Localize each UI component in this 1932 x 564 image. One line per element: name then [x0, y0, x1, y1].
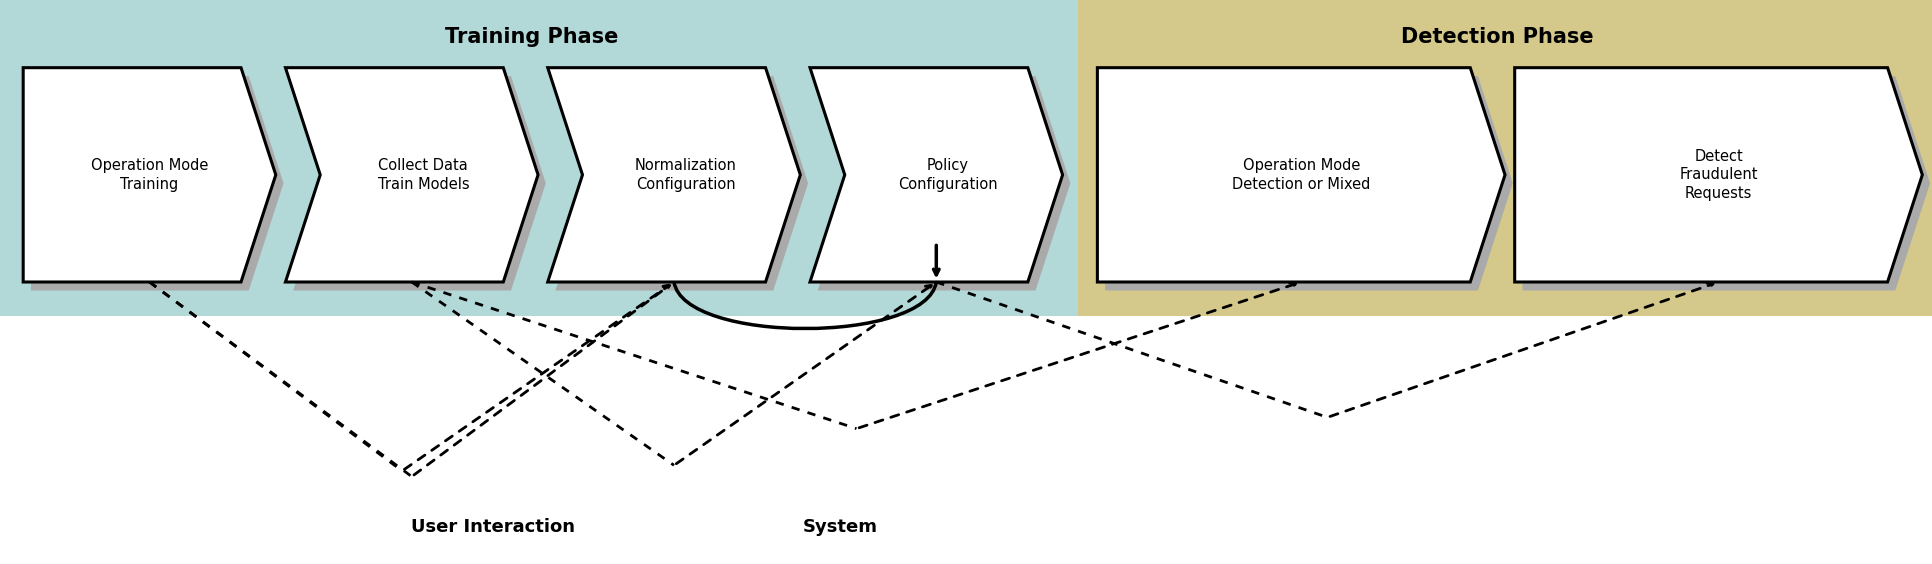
Polygon shape — [1105, 76, 1513, 290]
Text: Collect Data
Train Models: Collect Data Train Models — [377, 158, 469, 192]
Text: Policy
Configuration: Policy Configuration — [898, 158, 997, 192]
Polygon shape — [1515, 68, 1922, 282]
Text: Detect
Fraudulent
Requests: Detect Fraudulent Requests — [1679, 149, 1758, 201]
Text: Training Phase: Training Phase — [444, 27, 618, 47]
Text: Operation Mode
Detection or Mixed: Operation Mode Detection or Mixed — [1233, 158, 1370, 192]
Polygon shape — [1522, 76, 1930, 290]
Text: Detection Phase: Detection Phase — [1401, 27, 1594, 47]
Polygon shape — [549, 68, 800, 282]
Polygon shape — [294, 76, 547, 290]
Polygon shape — [810, 68, 1063, 282]
Text: System: System — [804, 518, 877, 536]
Bar — [1078, 0, 1932, 316]
Polygon shape — [23, 68, 276, 282]
Text: Normalization
Configuration: Normalization Configuration — [636, 158, 736, 192]
Polygon shape — [556, 76, 808, 290]
Text: User Interaction: User Interaction — [412, 518, 574, 536]
Polygon shape — [286, 68, 537, 282]
Bar — [0, 0, 1078, 316]
Polygon shape — [31, 76, 284, 290]
Text: Operation Mode
Training: Operation Mode Training — [91, 158, 209, 192]
Polygon shape — [1097, 68, 1505, 282]
Polygon shape — [817, 76, 1070, 290]
